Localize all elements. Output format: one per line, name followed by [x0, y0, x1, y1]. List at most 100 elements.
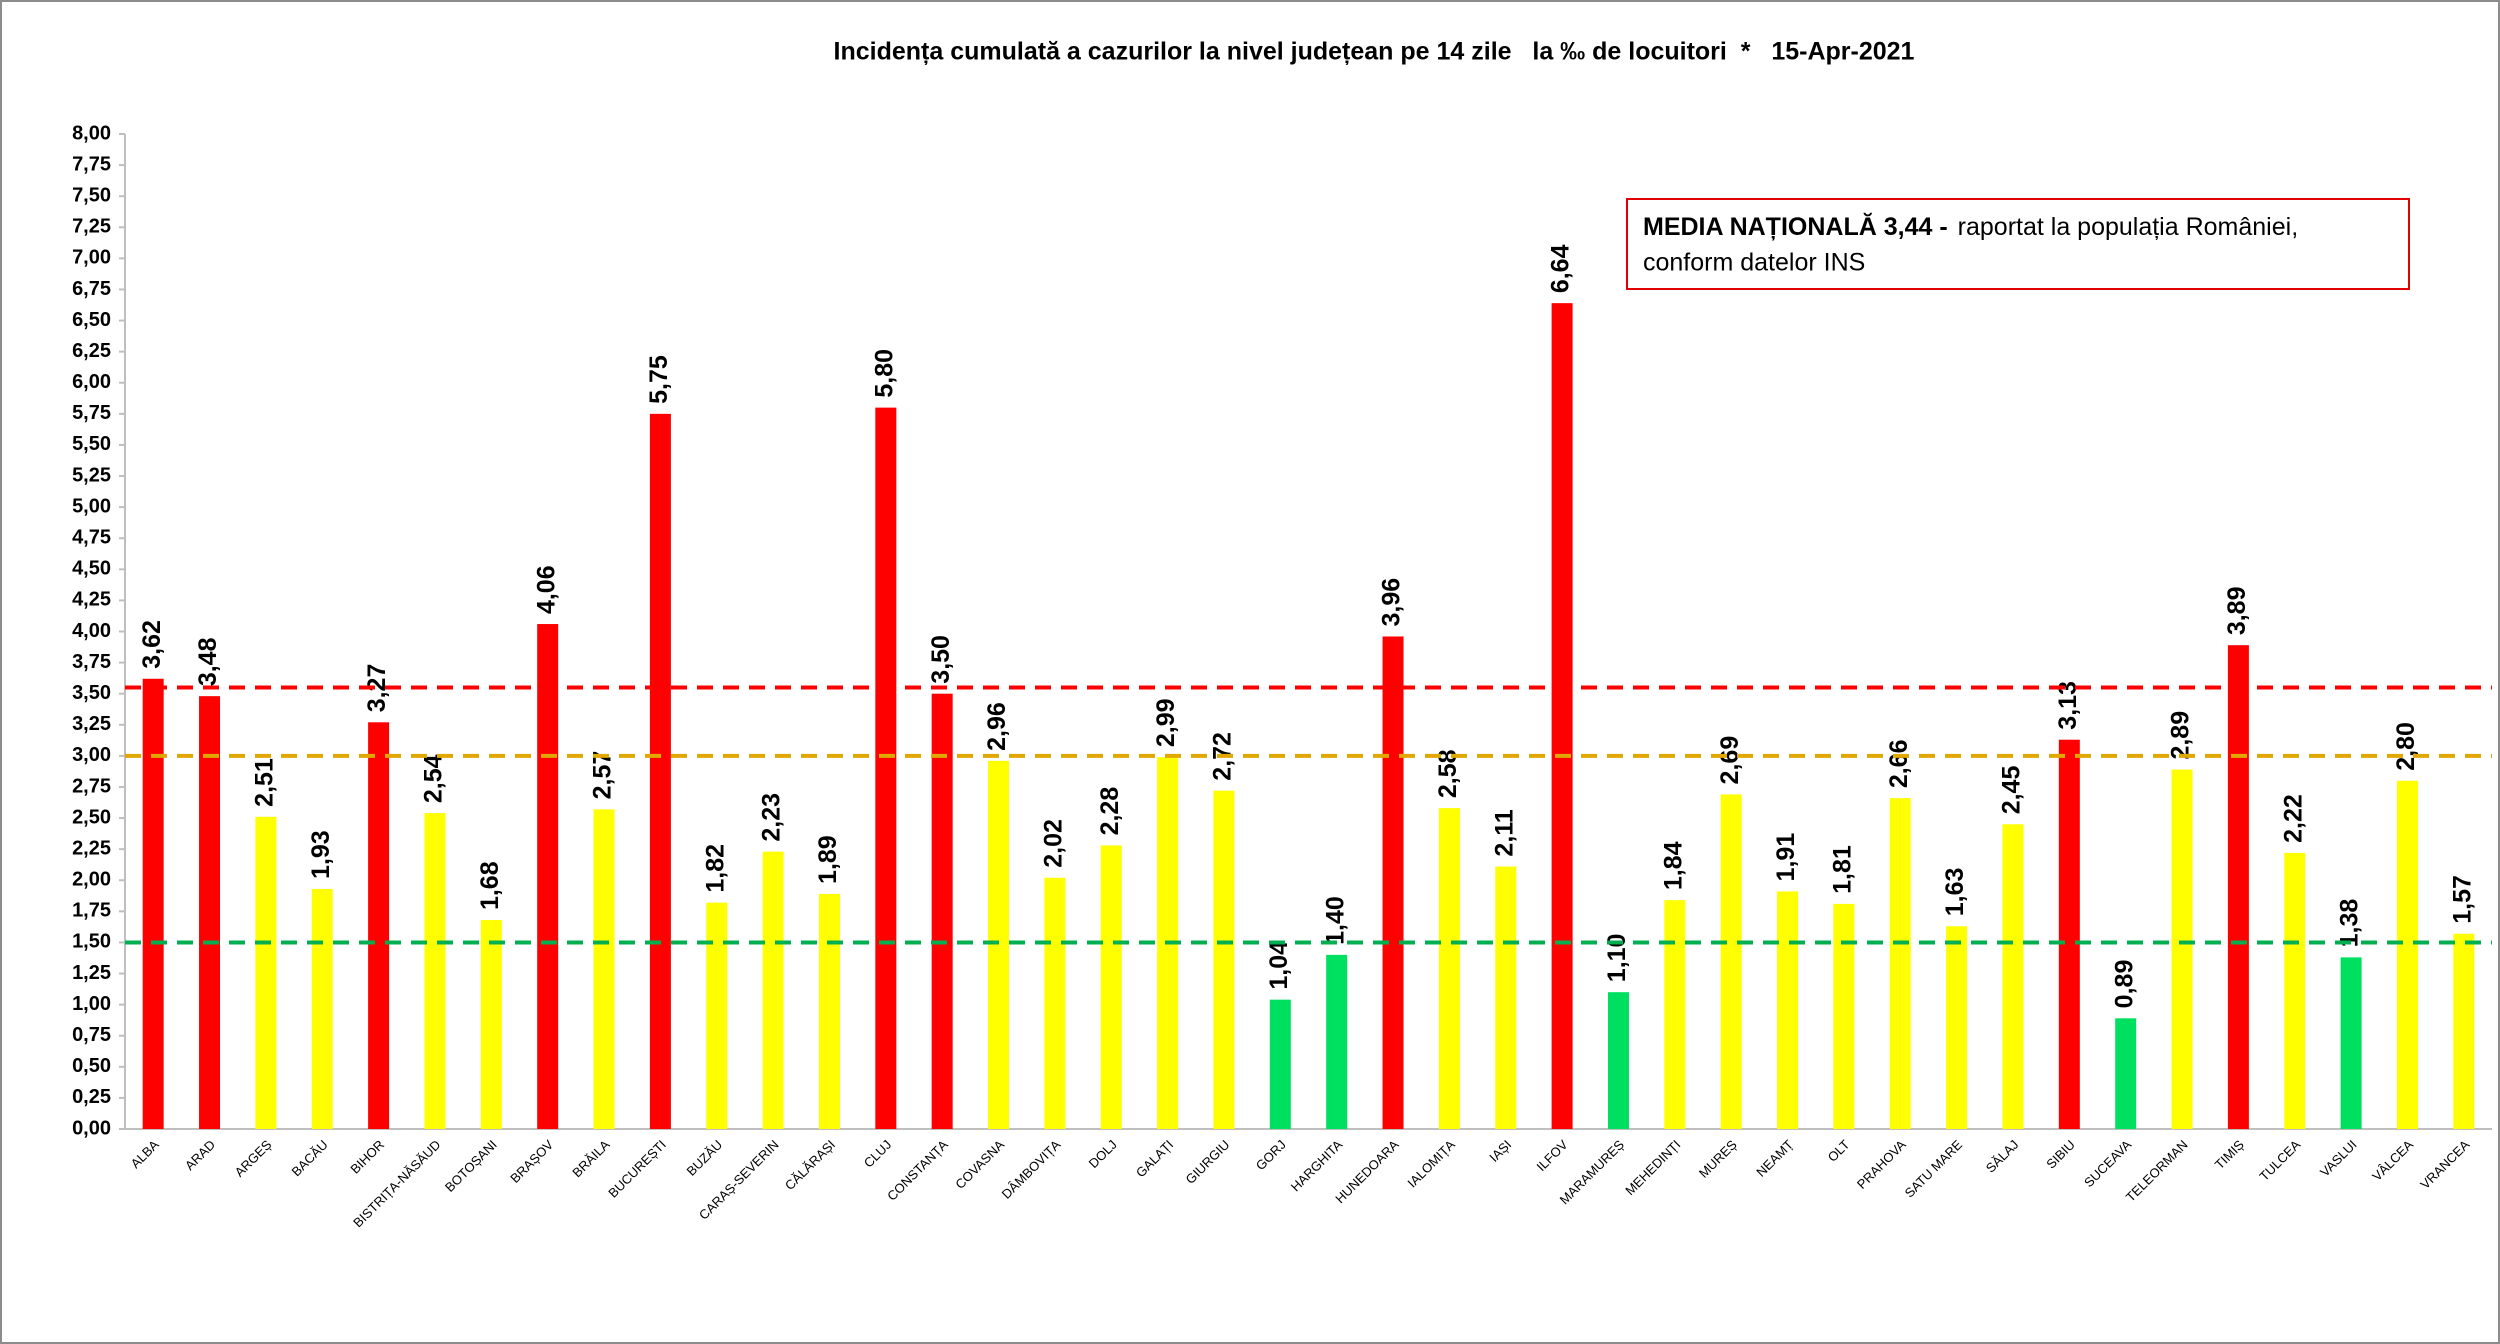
- value-label: 2,11: [1490, 809, 1518, 856]
- bar: [1044, 877, 1066, 1129]
- bar: [2340, 957, 2362, 1129]
- value-label: 1,38: [2336, 899, 2364, 948]
- bar: [1777, 891, 1799, 1129]
- y-tick-label: 7,25: [72, 216, 111, 238]
- y-tick-label: 2,00: [72, 869, 111, 891]
- value-label: 3,62: [138, 620, 166, 669]
- value-label: 2,57: [589, 751, 617, 800]
- value-label: 1,63: [1941, 868, 1969, 917]
- y-tick-label: 2,25: [72, 837, 111, 859]
- value-label: 1,40: [1321, 896, 1349, 945]
- y-tick-label: 0,75: [72, 1024, 111, 1046]
- value-label: 5,80: [870, 349, 898, 398]
- bar: [1889, 798, 1911, 1129]
- y-tick-label: 5,25: [72, 464, 111, 486]
- value-label: 2,54: [420, 754, 448, 803]
- y-tick-label: 5,50: [72, 433, 111, 455]
- y-tick-label: 6,00: [72, 371, 111, 393]
- y-tick-label: 4,50: [72, 558, 111, 580]
- value-label: 2,96: [983, 702, 1011, 751]
- annotation-box: [1626, 198, 2410, 290]
- value-label: 1,89: [814, 835, 842, 884]
- annotation-text: raportat la populația României,: [1958, 213, 2298, 241]
- bar: [311, 888, 333, 1129]
- bar: [706, 902, 728, 1129]
- bar: [1382, 636, 1404, 1129]
- y-tick-label: 7,50: [72, 184, 111, 206]
- value-label: 2,23: [758, 793, 786, 842]
- bar: [1326, 954, 1348, 1129]
- y-tick-label: 3,50: [72, 682, 111, 704]
- value-label: 6,64: [1547, 244, 1575, 293]
- value-label: 2,51: [251, 758, 279, 807]
- y-tick-label: 0,25: [72, 1086, 111, 1108]
- y-tick-label: 3,25: [72, 713, 111, 735]
- value-label: 1,57: [2448, 875, 2476, 924]
- bar: [1720, 794, 1742, 1129]
- bar: [649, 413, 671, 1129]
- bar: [1438, 808, 1460, 1129]
- y-tick-label: 3,75: [72, 651, 111, 673]
- bar: [199, 696, 221, 1129]
- bar: [2002, 824, 2024, 1129]
- bar: [142, 678, 164, 1129]
- bar: [2227, 645, 2249, 1129]
- bar: [1946, 926, 1968, 1129]
- bar: [875, 407, 897, 1129]
- value-label: 2,28: [1096, 787, 1124, 836]
- value-label: 2,80: [2392, 722, 2420, 771]
- value-label: 2,69: [1716, 736, 1744, 785]
- annotation-text: conform datelor INS: [1643, 249, 1865, 277]
- y-tick-label: 6,50: [72, 309, 111, 331]
- bar: [1100, 845, 1122, 1129]
- bar: [368, 722, 390, 1129]
- value-label: 1,68: [476, 861, 504, 910]
- bar: [762, 851, 784, 1129]
- y-tick-label: 0,00: [72, 1117, 111, 1139]
- bar: [1833, 903, 1855, 1129]
- value-label: 1,82: [701, 844, 729, 893]
- value-label: 3,48: [194, 637, 222, 686]
- value-label: 2,22: [2279, 794, 2307, 843]
- bar: [818, 893, 840, 1129]
- bar: [2058, 739, 2080, 1129]
- y-tick-label: 3,00: [72, 744, 111, 766]
- y-tick-label: 5,75: [72, 402, 111, 424]
- y-tick-label: 4,75: [72, 527, 111, 549]
- y-tick-label: 5,00: [72, 495, 111, 517]
- value-label: 1,84: [1659, 841, 1687, 890]
- bar: [1495, 866, 1517, 1129]
- bar: [931, 693, 953, 1129]
- bar: [2453, 933, 2475, 1129]
- bar: [593, 809, 615, 1129]
- y-tick-label: 1,25: [72, 962, 111, 984]
- bar: [988, 760, 1010, 1129]
- bar: [1269, 999, 1291, 1129]
- y-tick-label: 6,75: [72, 278, 111, 300]
- bar: [480, 920, 502, 1129]
- value-label: 2,89: [2167, 711, 2195, 760]
- value-label: 1,93: [307, 830, 335, 879]
- y-tick-label: 1,50: [72, 931, 111, 953]
- annotation: MEDIA NAȚIONALĂ 3,44 - raportat la popula…: [1643, 212, 2298, 241]
- bar: [537, 624, 559, 1129]
- bar: [2171, 769, 2193, 1129]
- value-label: 1,91: [1772, 833, 1800, 882]
- value-label: 3,89: [2223, 587, 2251, 636]
- y-tick-label: 8,00: [72, 122, 111, 144]
- y-tick-label: 1,75: [72, 900, 111, 922]
- value-label: 0,89: [2110, 960, 2138, 1009]
- value-label: 5,75: [645, 355, 673, 404]
- bar: [1551, 303, 1573, 1129]
- bar: [1664, 900, 1686, 1129]
- value-label: 1,81: [1829, 845, 1857, 894]
- value-label: 3,50: [927, 635, 955, 684]
- bar: [1213, 790, 1235, 1129]
- bar: [255, 816, 277, 1129]
- y-tick-label: 1,00: [72, 993, 111, 1015]
- y-tick-label: 7,00: [72, 247, 111, 269]
- y-tick-label: 6,25: [72, 340, 111, 362]
- value-label: 2,66: [1885, 739, 1913, 788]
